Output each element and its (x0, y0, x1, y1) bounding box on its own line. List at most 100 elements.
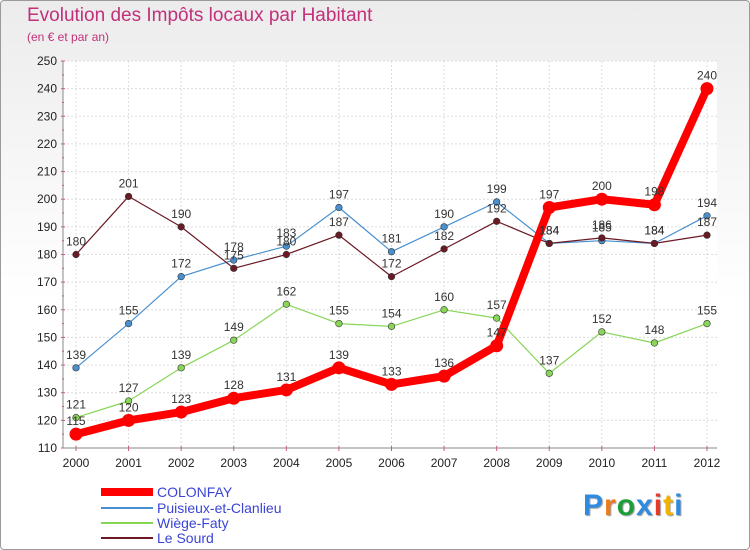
data-label-colonfay-2001: 120 (119, 400, 139, 414)
data-label-le-sourd-2009: 184 (539, 223, 559, 237)
x-tick-label-10: 2010 (588, 456, 615, 470)
y-tick-label-9: 200 (37, 192, 57, 206)
data-label-puisieux-et-clanlieu-2002: 172 (171, 257, 191, 271)
point-puisieux-et-clanlieu-2004 (282, 242, 290, 250)
legend-swatch-wiege-faty (101, 522, 153, 524)
data-label-puisieux-et-clanlieu-2007: 190 (434, 207, 454, 221)
point-le-sourd-2008 (493, 217, 501, 225)
chart-subtitle: (en € et par an) (27, 30, 110, 44)
point-colonfay-2005 (332, 361, 346, 375)
point-colonfay-2003 (227, 391, 241, 405)
point-puisieux-et-clanlieu-2003 (230, 256, 238, 264)
logo-letter-5: t (663, 489, 675, 522)
data-label-puisieux-et-clanlieu-2006: 181 (381, 232, 401, 246)
point-puisieux-et-clanlieu-2008 (493, 198, 501, 206)
point-puisieux-et-clanlieu-2006 (387, 248, 396, 256)
data-label-colonfay-2000: 115 (66, 414, 85, 428)
data-label-colonfay-2010: 200 (592, 179, 612, 193)
data-label-le-sourd-2005: 187 (329, 215, 349, 229)
legend-item-wiege-faty: Wiège-Faty (101, 515, 229, 531)
x-tick-label-3: 2003 (220, 456, 247, 470)
point-puisieux-et-clanlieu-2001 (124, 320, 133, 328)
data-label-colonfay-2006: 133 (381, 364, 401, 378)
point-le-sourd-2005 (335, 231, 343, 239)
y-tick-label-10: 210 (37, 165, 57, 179)
data-label-wi-ge-faty-2000: 121 (66, 398, 86, 412)
data-label-le-sourd-2007: 182 (434, 229, 454, 243)
data-label-wi-ge-faty-2012: 155 (697, 304, 717, 318)
data-label-le-sourd-2003: 175 (224, 248, 244, 262)
legend-item-colonfay: COLONFAY (101, 484, 232, 500)
y-tick-label-11: 220 (37, 137, 57, 151)
point-wi-ge-faty-2009 (545, 369, 553, 377)
data-label-colonfay-2002: 123 (171, 392, 191, 406)
logo-letter-4: i (653, 489, 664, 522)
data-label-wi-ge-faty-2010: 152 (592, 312, 612, 326)
point-colonfay-2001 (122, 413, 136, 427)
x-tick-label-7: 2007 (431, 456, 458, 470)
data-label-puisieux-et-clanlieu-2000: 139 (66, 348, 86, 362)
y-tick-label-12: 230 (37, 109, 57, 123)
point-wi-ge-faty-2010 (598, 328, 606, 336)
data-label-colonfay-2003: 128 (224, 378, 244, 392)
y-tick-label-3: 140 (37, 358, 57, 372)
point-wi-ge-faty-2006 (387, 322, 396, 330)
point-colonfay-2008 (490, 339, 504, 353)
point-le-sourd-2011 (650, 239, 659, 248)
point-puisieux-et-clanlieu-2002 (177, 273, 185, 281)
legend-label-le-sourd: Le Sourd (157, 530, 214, 546)
y-tick-label-4: 150 (37, 330, 57, 344)
x-tick-label-5: 2005 (326, 456, 353, 470)
point-le-sourd-2010 (598, 234, 606, 242)
data-label-le-sourd-2001: 201 (119, 176, 139, 190)
data-label-colonfay-2004: 131 (276, 370, 296, 384)
y-tick-label-0: 110 (38, 441, 57, 455)
point-colonfay-2012 (700, 82, 714, 96)
legend-label-colonfay: COLONFAY (157, 484, 233, 500)
point-colonfay-2011 (647, 198, 661, 212)
y-tick-label-6: 170 (37, 275, 57, 289)
data-label-le-sourd-2011: 184 (644, 223, 664, 237)
y-tick-label-8: 190 (37, 220, 57, 234)
point-le-sourd-2012 (703, 231, 711, 239)
data-label-wi-ge-faty-2009: 137 (539, 353, 559, 367)
y-tick-label-13: 240 (37, 82, 57, 96)
data-label-wi-ge-faty-2005: 155 (329, 304, 349, 318)
point-wi-ge-faty-2000 (72, 413, 80, 422)
data-label-puisieux-et-clanlieu-2011: 184 (644, 223, 664, 237)
point-le-sourd-2002 (177, 223, 185, 231)
point-puisieux-et-clanlieu-2012 (703, 212, 711, 220)
point-wi-ge-faty-2011 (650, 339, 659, 347)
data-label-le-sourd-2010: 186 (592, 218, 612, 232)
logo-letter-0: P (583, 489, 605, 522)
data-label-wi-ge-faty-2011: 148 (644, 323, 664, 337)
x-tick-label-1: 2001 (115, 456, 142, 470)
legend-swatch-le-sourd (101, 537, 153, 539)
point-le-sourd-2007 (440, 245, 448, 253)
point-wi-ge-faty-2003 (230, 336, 238, 344)
data-label-wi-ge-faty-2001: 127 (119, 381, 139, 395)
chart-title: Evolution des Impôts locaux par Habitant (27, 5, 373, 26)
data-label-puisieux-et-clanlieu-2012: 194 (697, 196, 717, 210)
point-colonfay-2006 (385, 377, 398, 391)
data-label-puisieux-et-clanlieu-2004: 183 (276, 226, 296, 240)
legend-swatch-colonfay (101, 488, 153, 496)
point-le-sourd-2004 (282, 250, 290, 259)
logo-letter-3: x (636, 489, 654, 522)
point-le-sourd-2009 (545, 239, 553, 248)
point-puisieux-et-clanlieu-2007 (440, 223, 448, 231)
legend-label-puisieux: Puisieux-et-Clanlieu (157, 500, 282, 516)
y-tick-label-7: 180 (37, 248, 57, 262)
point-le-sourd-2006 (387, 273, 396, 281)
point-colonfay-2000 (69, 427, 83, 441)
data-label-wi-ge-faty-2006: 154 (381, 306, 401, 320)
data-label-wi-ge-faty-2004: 162 (276, 284, 296, 298)
legend-item-le-sourd: Le Sourd (101, 530, 214, 546)
logo-letter-2: o (616, 489, 637, 522)
legend-item-puisieux: Puisieux-et-Clanlieu (101, 500, 282, 516)
point-puisieux-et-clanlieu-2005 (335, 203, 343, 212)
data-label-le-sourd-2008: 192 (487, 201, 507, 215)
data-label-wi-ge-faty-2008: 157 (487, 298, 507, 312)
data-label-wi-ge-faty-2007: 160 (434, 290, 454, 304)
legend-swatch-puisieux (101, 507, 153, 509)
